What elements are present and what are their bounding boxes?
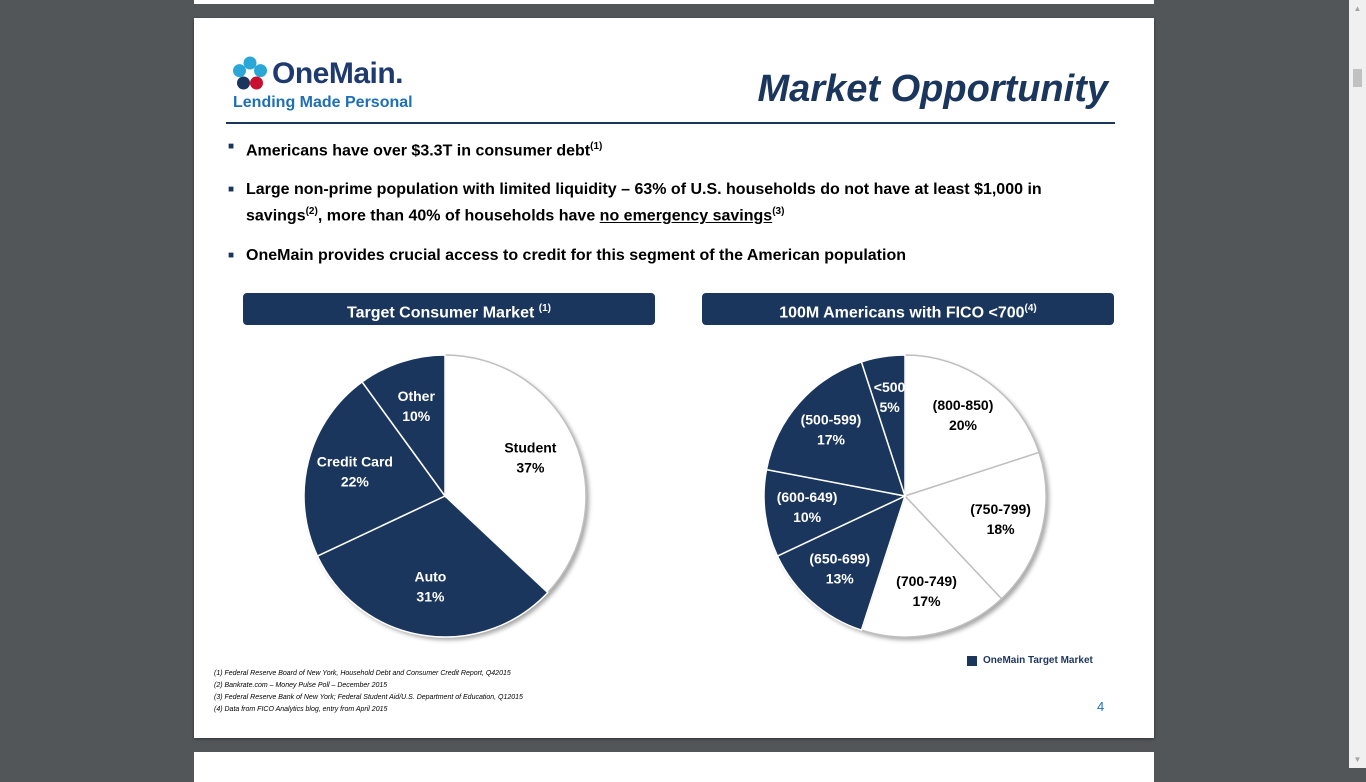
pie-slice-value: 20% bbox=[949, 417, 978, 433]
pie-slice-value: 17% bbox=[817, 431, 846, 447]
vertical-scrollbar[interactable]: ▲ ▼ bbox=[1349, 0, 1366, 768]
pie-slice-value: 10% bbox=[402, 408, 431, 424]
chart-legend: OneMain Target Market bbox=[967, 655, 1093, 666]
bullet-square-icon: ■ bbox=[228, 184, 235, 196]
pie-slice bbox=[444, 354, 587, 594]
scrollbar-thumb[interactable] bbox=[1353, 69, 1362, 87]
pie-slice-label: Student bbox=[504, 440, 556, 456]
pie-slice-value: 13% bbox=[826, 571, 855, 587]
pie-slice-label: (500-599) bbox=[801, 411, 862, 427]
bullet-item: ■ OneMain provides crucial access to cred… bbox=[228, 245, 1108, 267]
pie-slice bbox=[860, 354, 906, 497]
onemain-flower-icon bbox=[233, 56, 267, 90]
page-number: 4 bbox=[1097, 699, 1105, 714]
bullet-square-icon: ■ bbox=[228, 141, 235, 152]
pie-slice-label: Auto bbox=[414, 569, 446, 585]
bullet-list: ■ Americans have over $3.3T in consumer d… bbox=[228, 136, 1108, 284]
title-divider bbox=[226, 122, 1115, 124]
bullet-item: ■ Large non-prime population with limited… bbox=[228, 179, 1108, 227]
pie-slice bbox=[904, 354, 1041, 498]
pie-slice bbox=[860, 494, 1003, 638]
bullet-text: , more than 40% of households have bbox=[317, 207, 600, 225]
bullet-text: OneMain provides crucial access to credi… bbox=[246, 246, 906, 264]
fico-pie: (800-850) 20% (750-799) 18% (700-749) 17% (650… bbox=[763, 354, 1047, 638]
bullet-text: Large non-prime population with limited … bbox=[246, 181, 1042, 225]
bullet-item: ■ Americans have over $3.3T in consumer d… bbox=[228, 136, 1108, 162]
logo-tagline: Lending Made Personal bbox=[233, 94, 413, 111]
footnote-line: (2) Bankrate.com – Money Pulse Poll – De… bbox=[214, 682, 388, 689]
pie-slice-label: <500 bbox=[874, 379, 906, 395]
right-chart-header-footnote: (4) bbox=[1024, 303, 1037, 314]
pie-slice bbox=[361, 354, 446, 499]
pie-slice-value: 5% bbox=[879, 399, 900, 415]
pie-slice bbox=[776, 494, 907, 632]
left-chart-header: Target Consumer Market (1) bbox=[243, 293, 655, 325]
legend-label: OneMain Target Market bbox=[983, 655, 1093, 666]
scroll-down-arrow-icon[interactable]: ▼ bbox=[1353, 755, 1362, 764]
bullet-square-icon: ■ bbox=[228, 249, 235, 261]
footnote-line: (4) Data from FICO Analytics blog, entry… bbox=[214, 706, 388, 713]
bullet-text: no emergency savings bbox=[599, 207, 773, 225]
pie-slice-value: 31% bbox=[416, 589, 445, 605]
footnote-ref: (2) bbox=[305, 206, 318, 218]
pie-slice-label: (600-649) bbox=[777, 489, 838, 505]
pie-slice-value: 37% bbox=[516, 460, 545, 476]
footnote-ref: (3) bbox=[772, 206, 785, 218]
slide-title: Market Opportunity bbox=[757, 68, 1108, 110]
pie-slice bbox=[303, 380, 447, 558]
left-chart-header-footnote: (1) bbox=[538, 303, 551, 314]
logo-name: OneMain. bbox=[272, 57, 404, 90]
target-consumer-pie: Student 37% Auto 31% Credit Card 22% Other 10% bbox=[303, 354, 587, 638]
right-chart-header-text: 100M Americans with FICO <700 bbox=[779, 304, 1025, 322]
left-chart-header-text: Target Consumer Market bbox=[347, 304, 539, 322]
footnotes: (1) Federal Reserve Board of New York, H… bbox=[214, 668, 523, 716]
footnote-line: (3) Federal Reserve Bank of New York; Fe… bbox=[214, 694, 523, 701]
onemain-logo: OneMain. Lending Made Personal bbox=[230, 54, 430, 114]
pie-slice bbox=[763, 468, 908, 558]
pie-slice bbox=[903, 451, 1047, 600]
pie-slice-value: 10% bbox=[793, 509, 822, 525]
slide-page: OneMain. Lending Made Personal Market Op… bbox=[194, 18, 1154, 738]
previous-page-edge bbox=[194, 0, 1154, 4]
right-chart-header: 100M Americans with FICO <700(4) bbox=[702, 293, 1114, 325]
pie-slice-value: 17% bbox=[913, 593, 942, 609]
pie-slice-value: 22% bbox=[341, 474, 370, 490]
footnote-ref: (1) bbox=[590, 141, 603, 152]
scroll-up-arrow-icon[interactable]: ▲ bbox=[1353, 4, 1362, 13]
pie-slice-label: (700-749) bbox=[896, 573, 957, 589]
next-page-edge bbox=[194, 752, 1154, 782]
legend-swatch-target-market bbox=[967, 655, 977, 666]
pie-slice-label: (750-799) bbox=[970, 501, 1031, 517]
pie-slice bbox=[765, 360, 907, 497]
pie-slice bbox=[316, 495, 549, 638]
pie-slice-label: Other bbox=[398, 388, 436, 404]
pie-slice-label: (650-699) bbox=[809, 551, 870, 567]
footnote-line: (1) Federal Reserve Board of New York, H… bbox=[214, 670, 511, 677]
bullet-text: Americans have over $3.3T in consumer de… bbox=[246, 142, 591, 160]
pie-slice-label: Credit Card bbox=[317, 454, 393, 470]
pie-slice-value: 18% bbox=[987, 521, 1016, 537]
pie-slice-label: (800-850) bbox=[933, 397, 994, 413]
